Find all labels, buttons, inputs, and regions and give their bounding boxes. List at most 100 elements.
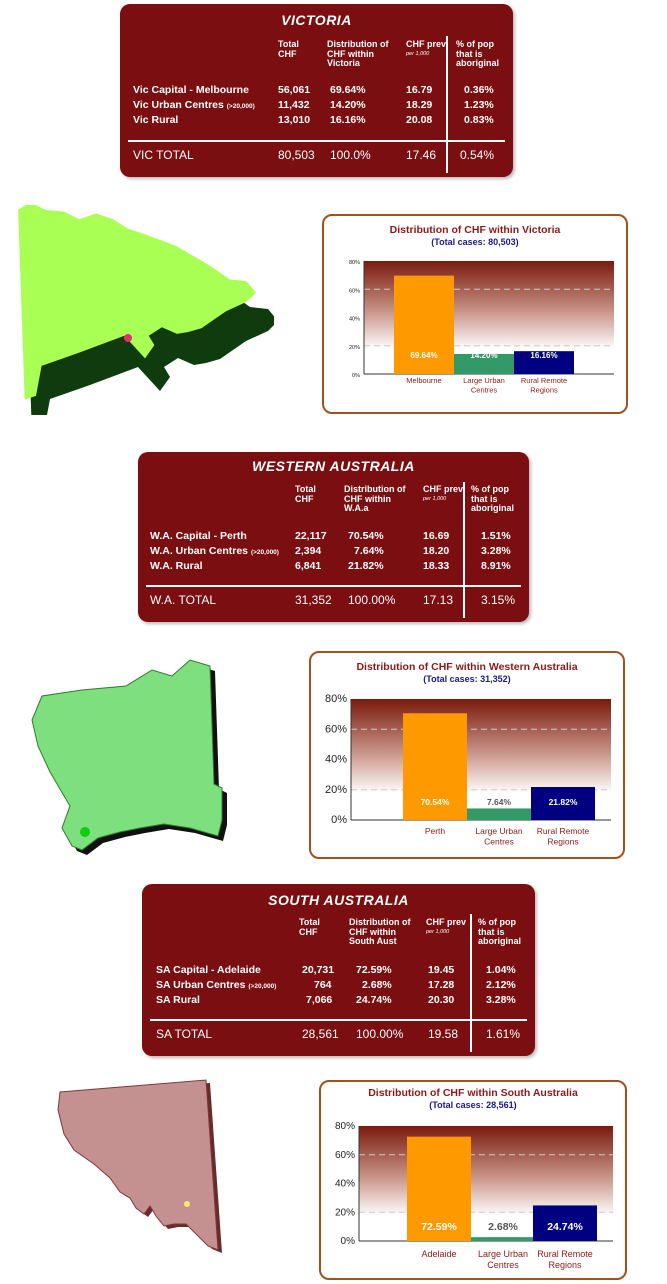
row-label: W.A. Urban Centres (>20,000) [150,545,279,557]
bar [407,1136,471,1241]
total-dist: 100.0% [330,148,371,162]
row-total: 7,066 [306,994,333,1006]
y-tick-label: 20% [335,1207,355,1218]
y-tick-label: 40% [335,1179,355,1190]
row-label: W.A. Capital - Perth [150,530,247,542]
y-tick-label: 0% [352,373,360,379]
row-dist: 69.64% [330,84,366,96]
row-dist: 70.54% [348,530,384,542]
row-dist: 16.16% [330,114,366,126]
category-label: Perth [425,826,446,836]
row-pop: 8.91% [481,560,511,572]
bar [533,1205,597,1241]
row-prev: 19.45 [428,964,455,976]
south-australia-map-icon [57,1079,222,1253]
row-label: SA Rural [156,994,200,1006]
row-dist: 14.20% [330,99,366,111]
category-label: Large Urban Centres [475,826,523,847]
row-prev: 18.29 [406,99,433,111]
victoria-table-panel: VICTORIA Total CHF Distribution of CHF w… [120,4,513,177]
header-total: Total CHF [299,917,320,937]
header-aboriginal: % of pop that is aboriginal [478,917,522,946]
total-value: 80,503 [278,148,315,162]
row-dist: 72.59% [356,964,392,976]
data-label: 16.16% [530,351,557,360]
total-prev: 17.46 [406,148,437,162]
data-label: 7.64% [487,797,512,807]
divider [146,585,521,587]
row-total: 22,117 [295,530,327,542]
header-aboriginal: % of pop that is aboriginal [456,39,500,68]
data-label: 2.68% [488,1221,518,1233]
total-value: 28,561 [302,1027,339,1041]
row-dist: 21.82% [348,560,384,572]
divider [150,1019,527,1021]
row-label: Vic Rural [133,114,179,126]
header-total: Total CHF [295,484,316,504]
sa-chart-box: Distribution of CHF within South Austral… [319,1080,627,1280]
category-label: Rural Remote Regions [537,1249,593,1270]
data-label: 72.59% [421,1221,457,1233]
row-label: W.A. Rural [150,560,203,572]
y-tick-label: 20% [349,345,360,351]
y-tick-label: 60% [325,723,347,735]
category-label: Rural Remote Regions [537,826,590,847]
total-pop: 0.54% [460,148,495,162]
header-prev: CHF prev per 1,000 [426,917,467,935]
bar [454,353,514,374]
y-tick-label: 40% [325,754,347,766]
chart-subtitle: (Total cases: 28,561) [429,1100,516,1110]
row-label: SA Urban Centres (>20,000) [156,979,277,991]
bar [471,1237,535,1241]
wa-bar-chart: Distribution of CHF within Western Austr… [325,661,611,847]
victoria-bar-chart: Distribution of CHF within Victoria(Tota… [349,224,614,395]
total-pop: 3.15% [481,593,516,607]
wa-chart-box: Distribution of CHF within Western Austr… [309,651,625,859]
total-label: VIC TOTAL [133,148,194,162]
row-total: 13,010 [278,114,311,126]
row-dist: 7.64% [354,545,384,557]
victoria-map-icon [18,205,274,415]
category-label: Large Urban Centres [463,376,505,395]
y-tick-label: 20% [325,784,347,796]
row-dist: 24.74% [356,994,392,1006]
total-value: 31,352 [295,593,332,607]
chart-subtitle: (Total cases: 80,503) [431,237,518,247]
header-prev: CHF prev per 1,000 [423,484,464,502]
data-label: 69.64% [410,351,437,360]
data-label: 14.20% [470,351,497,360]
row-prev: 17.28 [428,979,455,991]
bar [394,275,454,374]
row-dist: 2.68% [362,979,392,991]
category-label: Rural Remote Regions [521,376,567,395]
y-tick-label: 60% [335,1150,355,1161]
bar [467,808,531,820]
y-tick-label: 0% [341,1236,356,1247]
data-label: 21.82% [549,797,578,807]
chart-title: Distribution of CHF within Victoria [390,224,561,236]
row-label: Vic Capital - Melbourne [133,84,249,96]
victoria-chart-box: Distribution of CHF within Victoria (Tota… [322,214,628,414]
total-label: W.A. TOTAL [150,593,217,607]
row-pop: 0.83% [464,114,494,126]
data-label: 24.74% [547,1221,583,1233]
row-pop: 3.28% [486,994,516,1006]
table-title: VICTORIA [281,12,352,28]
header-distribution: Distribution of CHF within Victoria [327,39,389,68]
row-prev: 20.30 [428,994,455,1006]
header-distribution: Distribution of CHF within W.A.a [344,484,406,513]
table-title: SOUTH AUSTRALIA [268,892,409,908]
y-tick-label: 60% [349,288,360,294]
chart-subtitle: (Total cases: 31,352) [423,674,510,684]
row-pop: 0.36% [464,84,494,96]
row-pop: 1.04% [486,964,516,976]
row-prev: 18.33 [423,560,450,572]
total-dist: 100.00% [356,1027,404,1041]
y-tick-label: 80% [349,260,360,266]
category-label: Melbourne [406,376,441,385]
chart-title: Distribution of CHF within Western Austr… [356,661,577,673]
bar [531,786,595,820]
row-total: 11,432 [278,99,310,111]
total-label: SA TOTAL [156,1027,213,1041]
western-australia-map-icon [31,659,227,855]
